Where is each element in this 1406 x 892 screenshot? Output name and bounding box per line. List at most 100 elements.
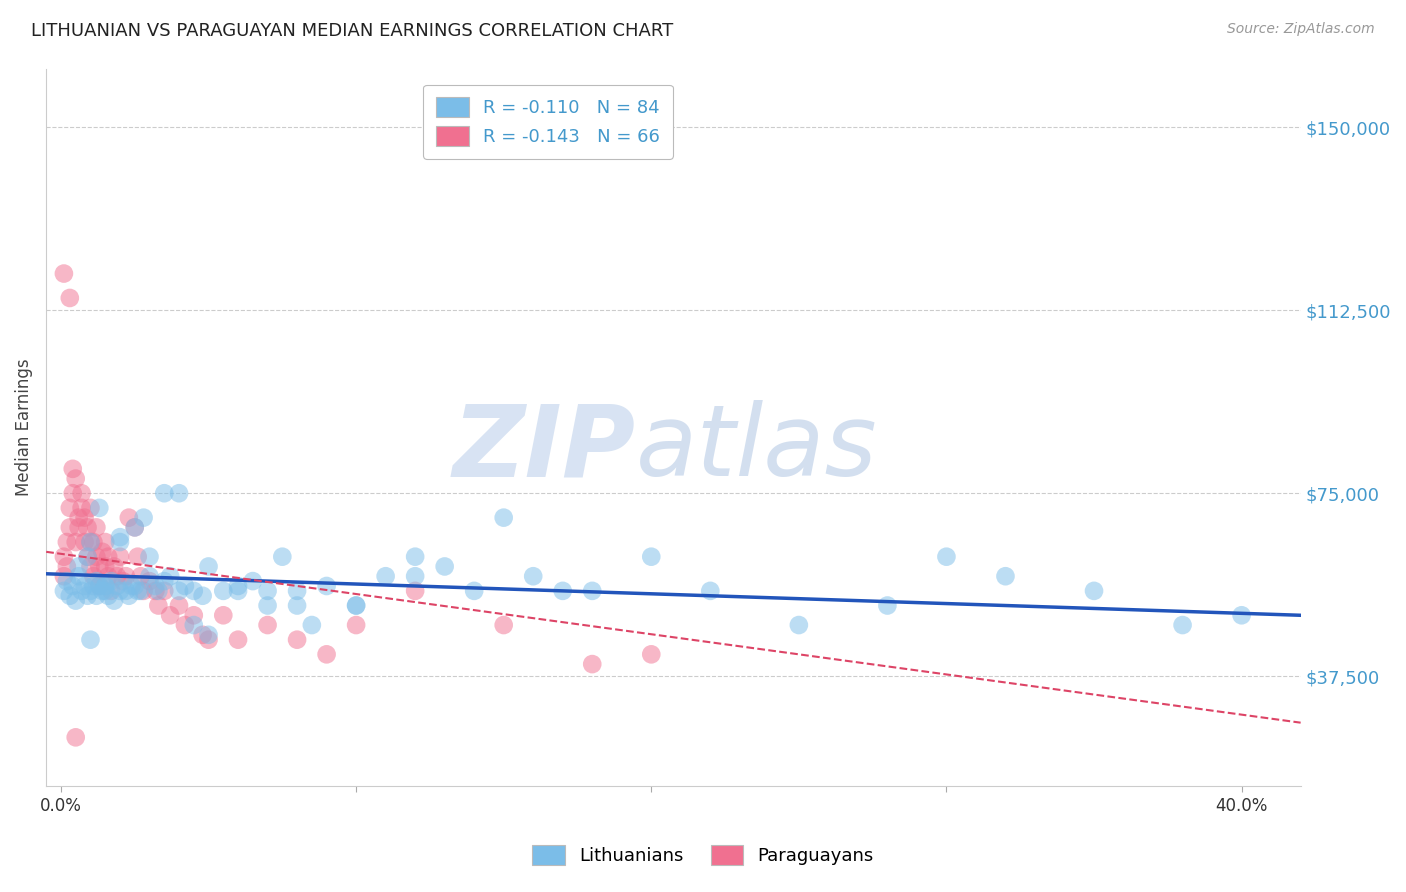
Point	[256, 599, 278, 613]
Point	[404, 549, 426, 564]
Point	[167, 599, 190, 613]
Point	[89, 500, 111, 515]
Point	[344, 599, 367, 613]
Point	[197, 628, 219, 642]
Point	[148, 599, 170, 613]
Point	[344, 618, 367, 632]
Point	[59, 500, 82, 515]
Point	[97, 569, 120, 583]
Point	[105, 579, 128, 593]
Text: atlas: atlas	[636, 401, 877, 498]
Point	[67, 520, 90, 534]
Point	[301, 618, 323, 632]
Point	[699, 583, 721, 598]
Point	[492, 510, 515, 524]
Point	[1230, 608, 1253, 623]
Point	[121, 579, 143, 593]
Point	[89, 579, 111, 593]
Point	[79, 559, 101, 574]
Point	[79, 500, 101, 515]
Point	[581, 657, 603, 672]
Point	[787, 618, 810, 632]
Point	[404, 583, 426, 598]
Point	[197, 559, 219, 574]
Point	[73, 579, 96, 593]
Point	[256, 618, 278, 632]
Point	[52, 267, 75, 281]
Point	[153, 574, 176, 588]
Point	[191, 589, 214, 603]
Point	[59, 589, 82, 603]
Point	[56, 559, 79, 574]
Point	[374, 569, 396, 583]
Point	[103, 593, 125, 607]
Point	[94, 583, 117, 598]
Point	[65, 731, 87, 745]
Point	[433, 559, 456, 574]
Point	[129, 569, 152, 583]
Point	[86, 520, 108, 534]
Point	[551, 583, 574, 598]
Point	[70, 486, 93, 500]
Point	[115, 569, 138, 583]
Point	[56, 574, 79, 588]
Point	[124, 579, 146, 593]
Point	[70, 500, 93, 515]
Legend: Lithuanians, Paraguayans: Lithuanians, Paraguayans	[523, 836, 883, 874]
Point	[97, 549, 120, 564]
Point	[226, 579, 249, 593]
Point	[212, 608, 235, 623]
Point	[285, 632, 308, 647]
Point	[876, 599, 898, 613]
Point	[183, 583, 205, 598]
Point	[242, 574, 264, 588]
Point	[94, 579, 117, 593]
Point	[76, 520, 98, 534]
Point	[76, 549, 98, 564]
Point	[62, 579, 84, 593]
Point	[62, 486, 84, 500]
Point	[89, 579, 111, 593]
Point	[153, 486, 176, 500]
Point	[581, 583, 603, 598]
Point	[174, 579, 197, 593]
Point	[118, 589, 141, 603]
Point	[212, 583, 235, 598]
Point	[86, 549, 108, 564]
Point	[82, 535, 104, 549]
Point	[56, 535, 79, 549]
Point	[935, 549, 957, 564]
Point	[124, 520, 146, 534]
Text: LITHUANIAN VS PARAGUAYAN MEDIAN EARNINGS CORRELATION CHART: LITHUANIAN VS PARAGUAYAN MEDIAN EARNINGS…	[31, 22, 673, 40]
Point	[111, 574, 134, 588]
Point	[138, 549, 160, 564]
Point	[94, 579, 117, 593]
Point	[76, 549, 98, 564]
Point	[86, 589, 108, 603]
Point	[132, 510, 155, 524]
Point	[108, 583, 131, 598]
Point	[129, 583, 152, 598]
Point	[118, 510, 141, 524]
Point	[183, 618, 205, 632]
Point	[65, 535, 87, 549]
Point	[197, 632, 219, 647]
Point	[132, 583, 155, 598]
Point	[1083, 583, 1105, 598]
Point	[108, 530, 131, 544]
Point	[52, 569, 75, 583]
Point	[52, 583, 75, 598]
Point	[91, 545, 114, 559]
Point	[108, 535, 131, 549]
Point	[127, 549, 149, 564]
Point	[522, 569, 544, 583]
Point	[153, 583, 176, 598]
Point	[79, 535, 101, 549]
Y-axis label: Median Earnings: Median Earnings	[15, 359, 32, 496]
Point	[124, 520, 146, 534]
Point	[79, 535, 101, 549]
Point	[148, 583, 170, 598]
Point	[404, 569, 426, 583]
Point	[1171, 618, 1194, 632]
Point	[94, 559, 117, 574]
